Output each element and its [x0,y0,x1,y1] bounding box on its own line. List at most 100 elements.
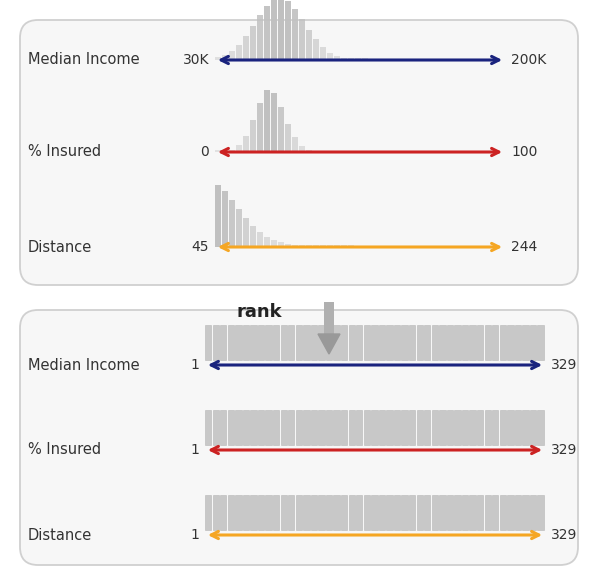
Text: Distance: Distance [28,240,92,255]
Bar [409,495,416,530]
Text: Distance: Distance [28,527,92,542]
Bar [507,325,514,360]
Bar [228,410,234,445]
Bar [215,185,221,247]
Bar [215,150,221,152]
Bar [258,325,264,360]
Bar [439,325,446,360]
Bar [306,150,312,152]
Bar [341,325,347,360]
Bar [326,325,332,360]
Bar [264,90,270,152]
Bar [251,325,257,360]
Bar [215,57,221,60]
Bar [500,325,506,360]
Text: 30K: 30K [182,53,209,67]
Bar [257,15,263,60]
Bar [311,325,317,360]
Bar [447,410,453,445]
Bar [229,200,235,247]
Bar [327,245,333,247]
Bar [409,410,416,445]
Bar [462,495,468,530]
Bar [222,55,228,60]
Bar [280,495,287,530]
Bar [320,245,326,247]
Bar [492,410,499,445]
Bar [313,245,319,247]
Text: Median Income: Median Income [28,53,139,67]
Text: rank: rank [236,303,282,321]
Bar [348,58,354,60]
Text: 0: 0 [200,145,209,159]
Bar [349,325,355,360]
Bar [258,410,264,445]
Bar [500,495,506,530]
Bar [306,245,312,247]
Bar [424,410,431,445]
Bar [409,325,416,360]
Text: 1: 1 [190,358,199,372]
Bar [530,410,536,445]
Bar [484,410,491,445]
Bar [271,0,277,60]
Bar [220,495,227,530]
Bar [292,137,298,152]
Bar [334,245,340,247]
Bar [273,325,279,360]
Bar [266,495,272,530]
Bar [522,325,529,360]
Bar [334,325,340,360]
FancyBboxPatch shape [20,20,578,285]
Bar [303,325,310,360]
Bar [538,495,544,530]
Bar [386,325,393,360]
Bar [243,325,249,360]
Bar [462,410,468,445]
Text: 329: 329 [551,443,578,457]
Bar [348,245,354,247]
Bar [271,240,277,247]
Bar [313,39,319,60]
Bar [292,9,298,60]
Bar [484,495,491,530]
Bar [469,325,476,360]
Bar [229,150,235,152]
Bar [303,495,310,530]
Bar [401,495,408,530]
Bar [288,325,294,360]
FancyBboxPatch shape [20,310,578,565]
Bar [371,325,377,360]
Bar [371,410,377,445]
Bar [394,495,400,530]
Bar [356,495,362,530]
Bar [362,58,368,60]
Bar [251,495,257,530]
Bar [530,495,536,530]
Bar [229,51,235,60]
Bar [280,325,287,360]
Bar [515,495,521,530]
Bar [292,245,298,247]
Bar [538,325,544,360]
Bar [394,325,400,360]
Text: 100: 100 [511,145,538,159]
Text: 244: 244 [511,240,537,254]
Bar [417,410,423,445]
Bar [278,107,284,152]
Bar [243,219,249,247]
Bar [341,495,347,530]
Bar [394,410,400,445]
Bar [401,325,408,360]
Bar [341,245,347,247]
Bar [477,325,483,360]
Bar [341,410,347,445]
Bar [364,410,370,445]
Bar [334,495,340,530]
Bar [222,191,228,247]
Bar [515,325,521,360]
Bar [228,495,234,530]
Bar [477,495,483,530]
Bar [515,410,521,445]
Bar [278,0,284,60]
